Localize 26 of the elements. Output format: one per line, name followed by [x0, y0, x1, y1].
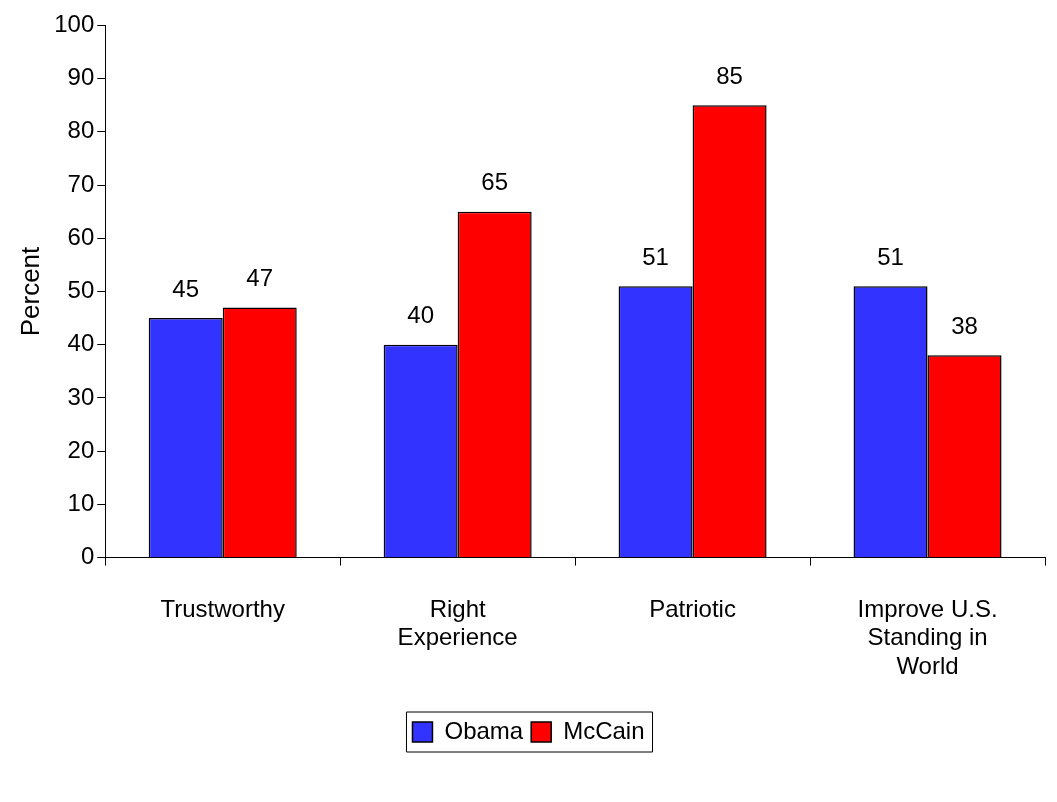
- y-axis-title: Percent: [14, 245, 45, 337]
- data-label: 47: [246, 264, 274, 292]
- y-tick-label: 50: [67, 276, 95, 304]
- data-label: 51: [642, 242, 669, 270]
- y-tick-label: 0: [80, 542, 95, 570]
- x-tick-label: Improve U.S. Standing in World: [857, 594, 998, 680]
- legend-label: Obama: [444, 716, 524, 744]
- x-tick-label: Right Experience: [397, 594, 518, 651]
- y-tick-label: 80: [67, 116, 95, 144]
- y-tick-label: 90: [67, 63, 95, 91]
- y-tick-label: 10: [67, 489, 95, 517]
- y-tick-label: 20: [67, 435, 95, 463]
- data-label: 38: [951, 311, 978, 339]
- x-tick-label: Trustworthy: [160, 594, 285, 622]
- y-tick-label: 100: [54, 10, 95, 38]
- data-label: 85: [716, 61, 743, 89]
- legend-label: McCain: [563, 716, 645, 744]
- y-tick-label: 40: [67, 329, 95, 357]
- x-tick-label: Patriotic: [649, 594, 736, 622]
- data-label: 45: [172, 274, 200, 302]
- y-tick-label: 70: [67, 169, 95, 197]
- data-label: 51: [877, 242, 904, 270]
- y-tick-label: 60: [67, 222, 95, 250]
- y-tick-label: 30: [67, 382, 95, 410]
- data-label: 40: [407, 301, 434, 329]
- data-label: 65: [481, 168, 509, 196]
